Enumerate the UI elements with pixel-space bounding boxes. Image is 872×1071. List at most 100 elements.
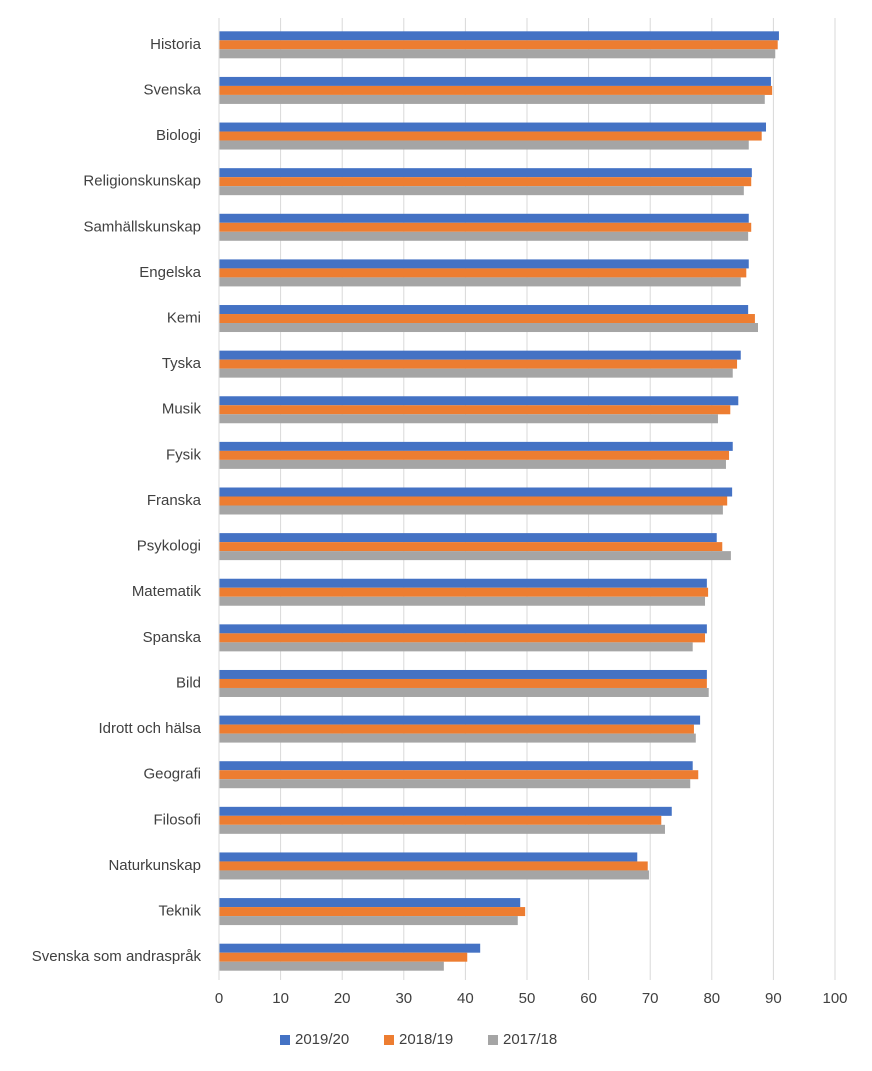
bar (219, 323, 758, 333)
bar (219, 898, 521, 908)
y-tick-label: Biologi (156, 127, 201, 144)
x-tick-label: 40 (457, 990, 474, 1007)
y-tick-label: Psykologi (137, 538, 201, 555)
bar (219, 31, 779, 41)
y-tick-label: Fysik (166, 446, 201, 463)
legend-swatch (384, 1035, 394, 1045)
bar (219, 815, 662, 825)
y-tick-label: Kemi (167, 309, 201, 326)
bar (219, 140, 749, 150)
bar (219, 94, 765, 104)
bar (219, 578, 707, 588)
bar (219, 870, 649, 880)
y-tick-label: Matematik (132, 583, 202, 600)
legend-label: 2018/19 (399, 1031, 453, 1048)
bar (219, 907, 526, 917)
bar (219, 505, 723, 515)
y-tick-label: Franska (147, 492, 202, 509)
y-tick-label: Filosofi (153, 811, 201, 828)
x-tick-label: 0 (215, 990, 223, 1007)
bar (219, 459, 726, 469)
bar (219, 122, 767, 132)
y-tick-label: Bild (176, 674, 201, 691)
bar (219, 733, 696, 743)
bar (219, 587, 709, 597)
bar (219, 350, 741, 360)
y-tick-label: Tyska (162, 355, 202, 372)
bar (219, 852, 638, 862)
bar (219, 624, 707, 634)
y-tick-label: Svenska (143, 81, 201, 98)
bar (219, 779, 691, 789)
bar (219, 305, 749, 315)
x-tick-label: 60 (580, 990, 597, 1007)
bar (219, 85, 773, 95)
bar (219, 633, 706, 643)
bar (219, 277, 741, 287)
bar (219, 806, 672, 816)
x-tick-label: 90 (765, 990, 782, 1007)
bar (219, 368, 733, 378)
bar (219, 168, 752, 178)
y-tick-label: Svenska som andraspråk (32, 948, 202, 965)
y-tick-label: Teknik (158, 903, 201, 920)
bar (219, 496, 728, 506)
bar (219, 396, 739, 406)
bar (219, 533, 717, 543)
bar (219, 177, 752, 187)
bar (219, 213, 749, 223)
bar (219, 916, 518, 926)
bar (219, 943, 481, 953)
y-tick-label: Engelska (139, 264, 201, 281)
bar (219, 222, 752, 232)
bar (219, 551, 731, 561)
bar (219, 186, 744, 196)
bar (219, 687, 709, 697)
bar (219, 861, 648, 871)
bar (219, 961, 444, 971)
x-tick-label: 100 (822, 990, 847, 1007)
bar (219, 359, 738, 369)
bar (219, 405, 731, 415)
bar (219, 761, 693, 771)
y-tick-label: Geografi (143, 766, 201, 783)
bar (219, 76, 771, 86)
bar (219, 542, 723, 552)
bar (219, 131, 762, 141)
bar (219, 678, 707, 688)
bar (219, 40, 778, 50)
x-tick-label: 70 (642, 990, 659, 1007)
bar (219, 49, 776, 59)
bar (219, 596, 706, 606)
legend-swatch (488, 1035, 498, 1045)
bar (219, 414, 718, 424)
bar (219, 450, 730, 460)
y-tick-label: Musik (162, 401, 202, 418)
y-tick-label: Samhällskunskap (83, 218, 201, 235)
bar (219, 259, 749, 269)
y-tick-label: Religionskunskap (83, 173, 201, 190)
x-tick-label: 50 (519, 990, 536, 1007)
x-tick-label: 10 (272, 990, 289, 1007)
bar (219, 724, 694, 734)
y-tick-label: Naturkunskap (108, 857, 201, 874)
bar (219, 715, 701, 725)
bar (219, 770, 699, 780)
x-tick-label: 20 (334, 990, 351, 1007)
bar (219, 952, 468, 962)
bar (219, 231, 749, 241)
bar (219, 642, 693, 652)
bar (219, 669, 707, 679)
x-tick-label: 30 (395, 990, 412, 1007)
bar (219, 441, 733, 451)
bar (219, 268, 747, 278)
y-tick-label: Idrott och hälsa (98, 720, 201, 737)
bar (219, 314, 755, 324)
y-tick-label: Historia (150, 36, 202, 53)
bar (219, 824, 665, 834)
y-tick-label: Spanska (143, 629, 202, 646)
legend-swatch (280, 1035, 290, 1045)
legend-label: 2019/20 (295, 1031, 349, 1048)
